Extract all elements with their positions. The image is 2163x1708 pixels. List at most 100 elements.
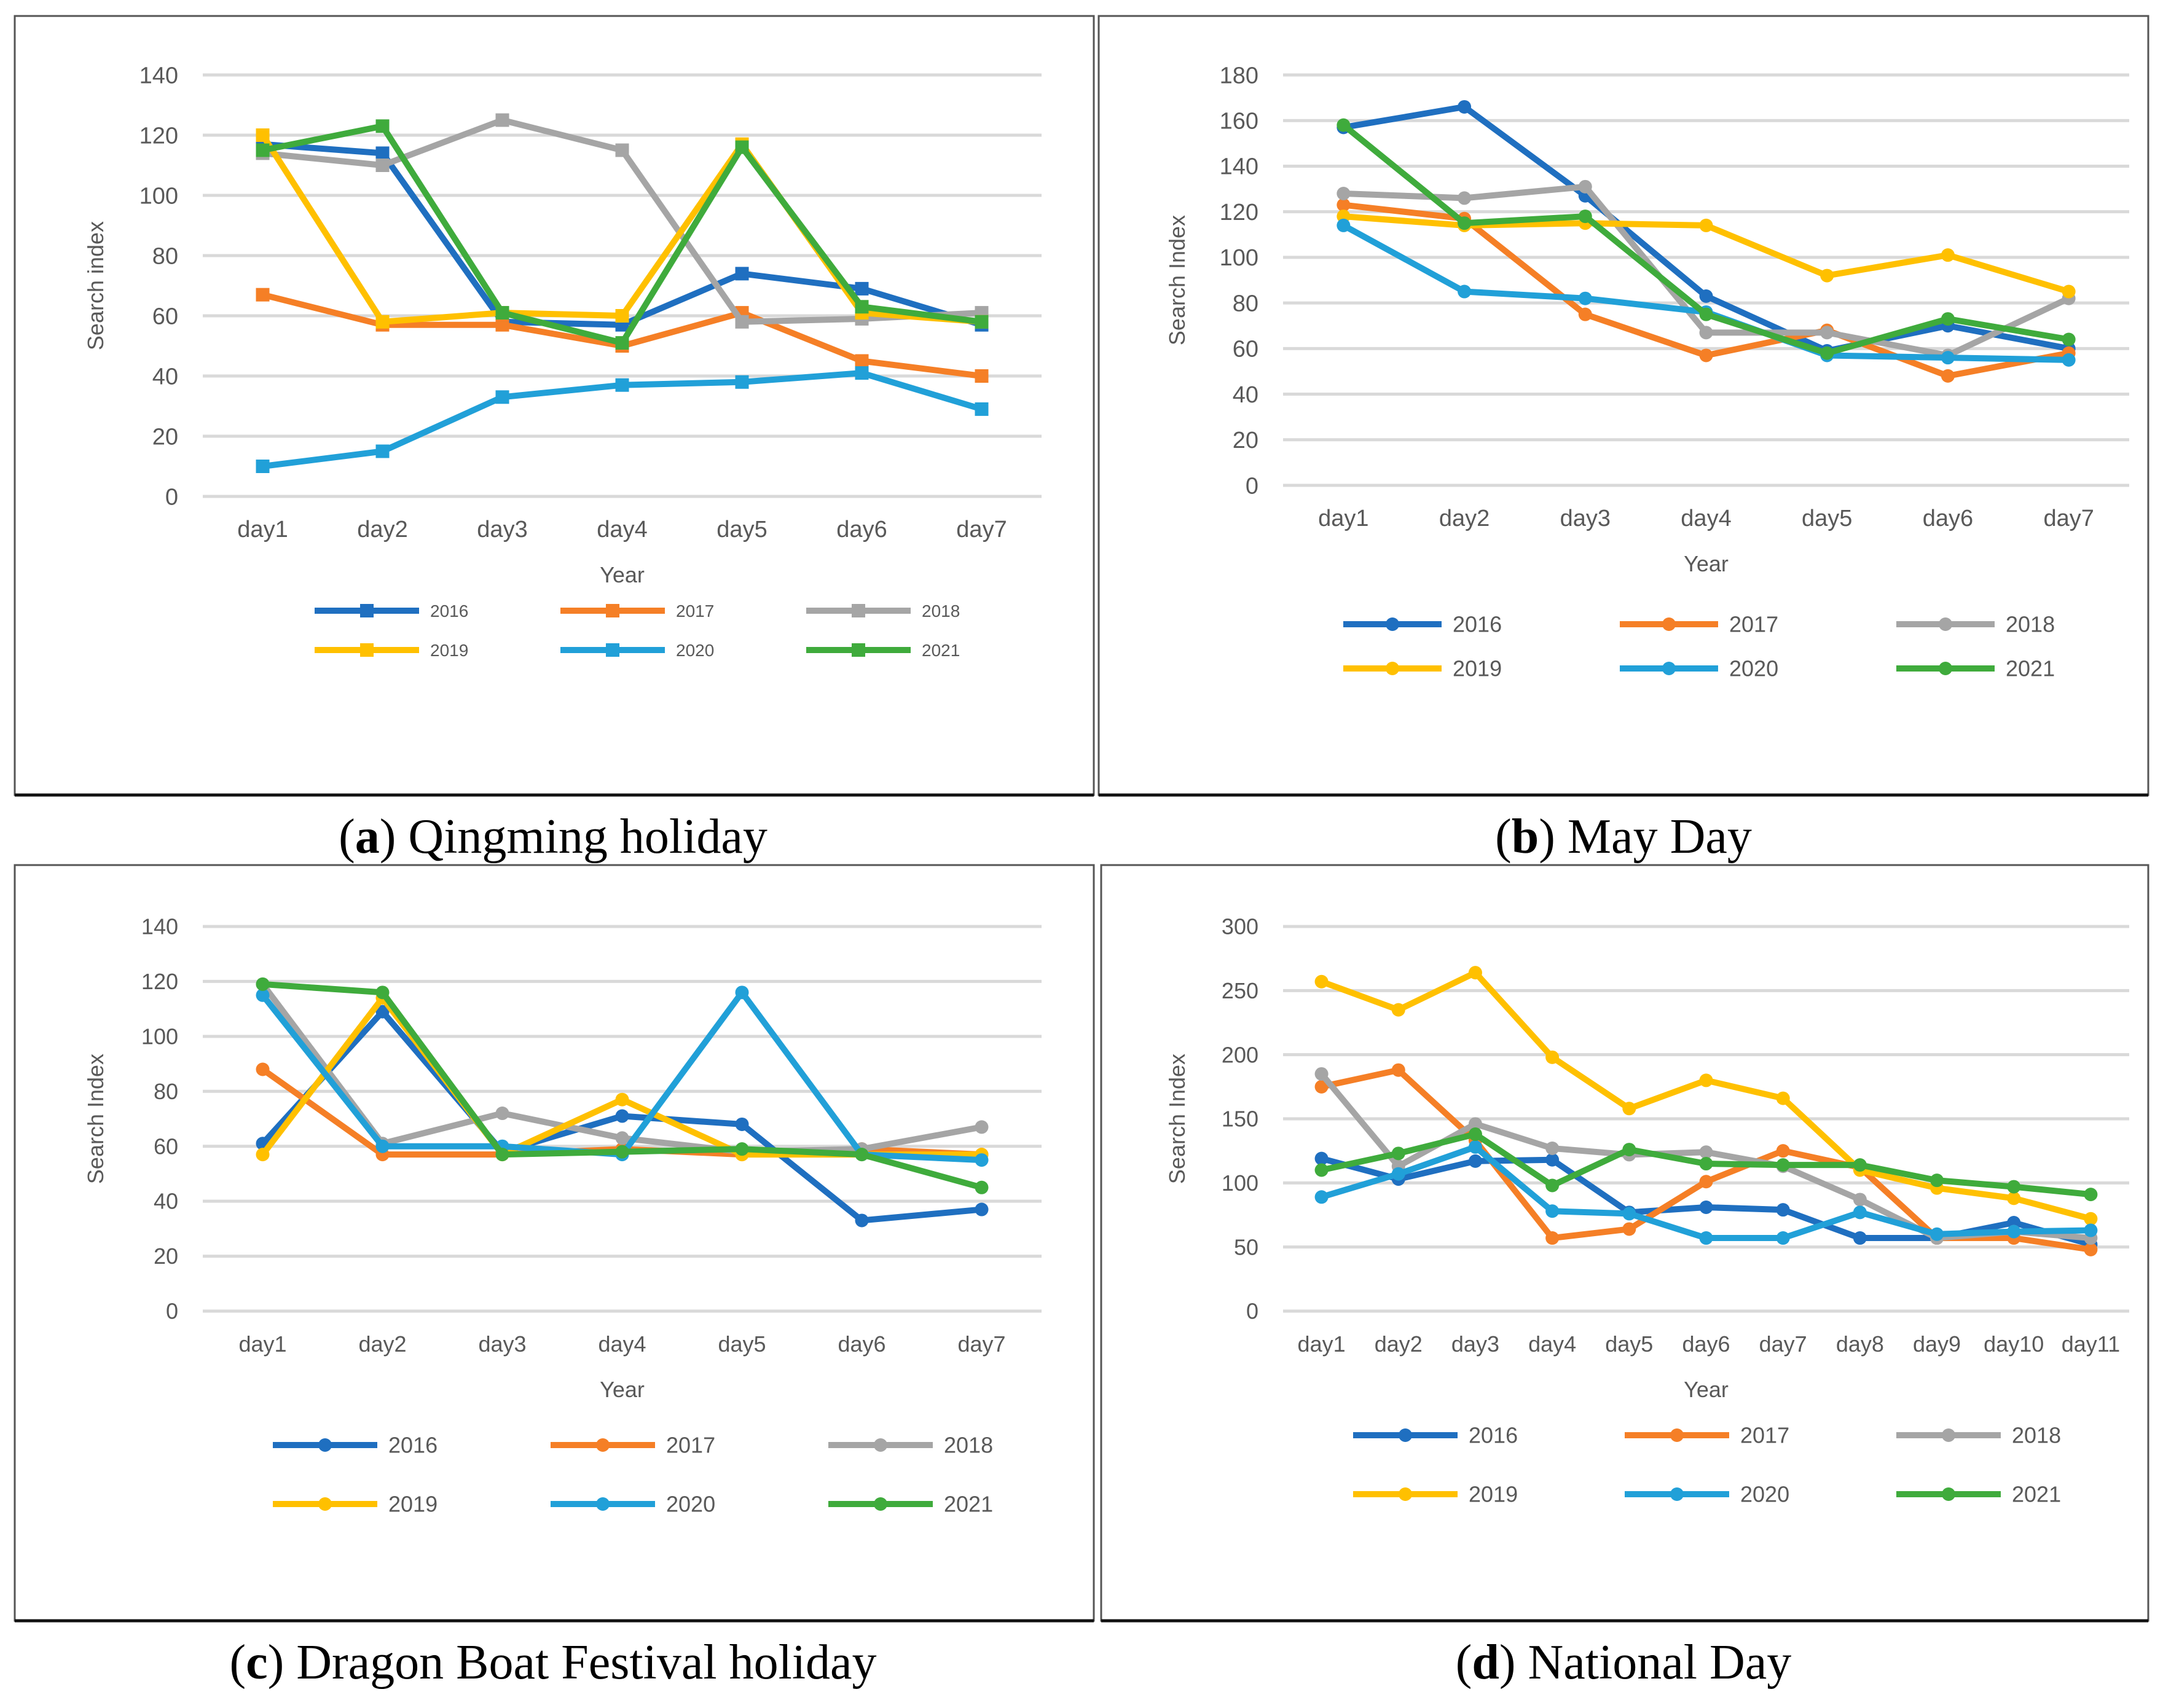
legend-marker-2018 [1939,617,1952,631]
data-point [1545,1231,1560,1245]
data-point [2084,1212,2098,1226]
y-axis-title: Search index [83,221,108,350]
data-point [1853,1193,1867,1207]
y-tick-label: 150 [1222,1107,1258,1132]
y-tick-label: 0 [166,1299,178,1324]
legend-label-2019: 2019 [388,1492,438,1517]
data-point [1468,1140,1482,1154]
data-point [1853,1231,1867,1245]
y-tick-label: 20 [152,424,178,450]
data-point [2007,1191,2021,1205]
legend-marker-2021 [874,1497,887,1511]
data-point [975,369,989,383]
data-point [1853,1158,1867,1172]
data-point [1578,307,1592,321]
data-point [615,309,629,323]
y-tick-label: 60 [1233,337,1258,362]
caption-c-letter: c [246,1636,268,1690]
legend-label-2019: 2019 [1469,1482,1518,1507]
y-tick-label: 40 [152,364,178,390]
y-tick-label: 80 [1233,291,1258,316]
x-tick-label: day5 [718,1331,766,1357]
data-point [1699,1073,1713,1087]
data-point [1391,1063,1405,1077]
data-point [375,1005,390,1019]
data-point [256,1062,270,1076]
data-point [1776,1158,1790,1172]
data-point [1458,284,1472,299]
data-point [1337,218,1351,232]
legend-marker-2021 [852,643,865,657]
data-point [2084,1242,2098,1256]
data-point [1468,1117,1482,1131]
data-point [1578,210,1592,224]
chart-may-day: 0 20 40 60 80 100 120 140 160 180 day1 day2 day3 day4… [1164,63,2129,681]
x-tick-label: day9 [1913,1331,1961,1357]
data-point [1458,191,1472,205]
data-point [855,354,869,368]
data-point [735,985,749,1000]
x-tick-label: day2 [1375,1331,1423,1357]
x-tick-label: day4 [1681,506,1731,531]
x-axis-title: Year [600,1377,645,1402]
data-point [375,985,390,1000]
data-point [735,375,749,389]
caption-a-letter: a [355,810,380,864]
y-tick-label: 20 [154,1244,178,1269]
legend-marker-2019 [360,643,374,657]
x-tick-label: day2 [358,1331,406,1357]
panel-frames [14,15,2149,1623]
data-point [1776,1203,1790,1217]
data-point [1699,1175,1713,1189]
data-point [1314,1190,1329,1204]
caption-a-text: Qingming holiday [408,810,767,864]
legend-marker-2016 [360,604,374,617]
legend-marker-2016 [1386,617,1399,631]
data-point [855,366,869,380]
data-point [975,315,989,329]
x-axis-title: Year [1684,1377,1729,1402]
y-tick-label: 160 [1220,109,1258,135]
data-point [1458,100,1472,114]
data-point [375,159,390,172]
data-point [855,281,869,296]
y-tick-label: 80 [154,1079,178,1104]
data-point [256,128,270,142]
y-tick-label: 100 [139,183,178,209]
data-point [256,988,270,1002]
data-point [1622,1102,1636,1116]
legend-marker-2020 [606,643,619,657]
data-point [375,444,390,458]
legend-label-2018: 2018 [2012,1423,2061,1448]
y-tick-label: 180 [1220,63,1258,88]
caption-d-text: National Day [1528,1636,1792,1690]
legend-marker-2016 [1399,1428,1412,1442]
data-point [1468,1127,1482,1142]
y-tick-label: 300 [1222,914,1258,939]
legend-label-2021: 2021 [2006,656,2055,681]
caption-c: (c) Dragon Boat Festival holiday [229,1636,876,1690]
caption-d: (d) National Day [1456,1636,1792,1690]
data-point [615,1145,629,1159]
caption-b: (b) May Day [1495,810,1752,864]
data-point [735,140,749,154]
data-point [1545,1178,1560,1193]
data-point [855,300,869,314]
data-point [495,318,509,332]
y-tick-label: 120 [1220,200,1258,225]
data-point [1699,1200,1713,1214]
legend-marker-2021 [1939,662,1952,675]
data-point [1699,1145,1713,1159]
data-point [1930,1227,1944,1241]
x-tick-label: day6 [838,1331,885,1357]
y-axis-title: Search Index [1164,215,1190,345]
legend-marker-2020 [596,1497,610,1511]
data-point [2062,284,2076,299]
data-point [615,143,629,157]
legend-label-2020: 2020 [676,641,714,660]
x-tick-label: day5 [716,517,767,543]
data-point [1622,1222,1636,1236]
data-point [2007,1224,2021,1239]
x-tick-label: day5 [1605,1331,1653,1357]
data-point [1545,1141,1560,1155]
